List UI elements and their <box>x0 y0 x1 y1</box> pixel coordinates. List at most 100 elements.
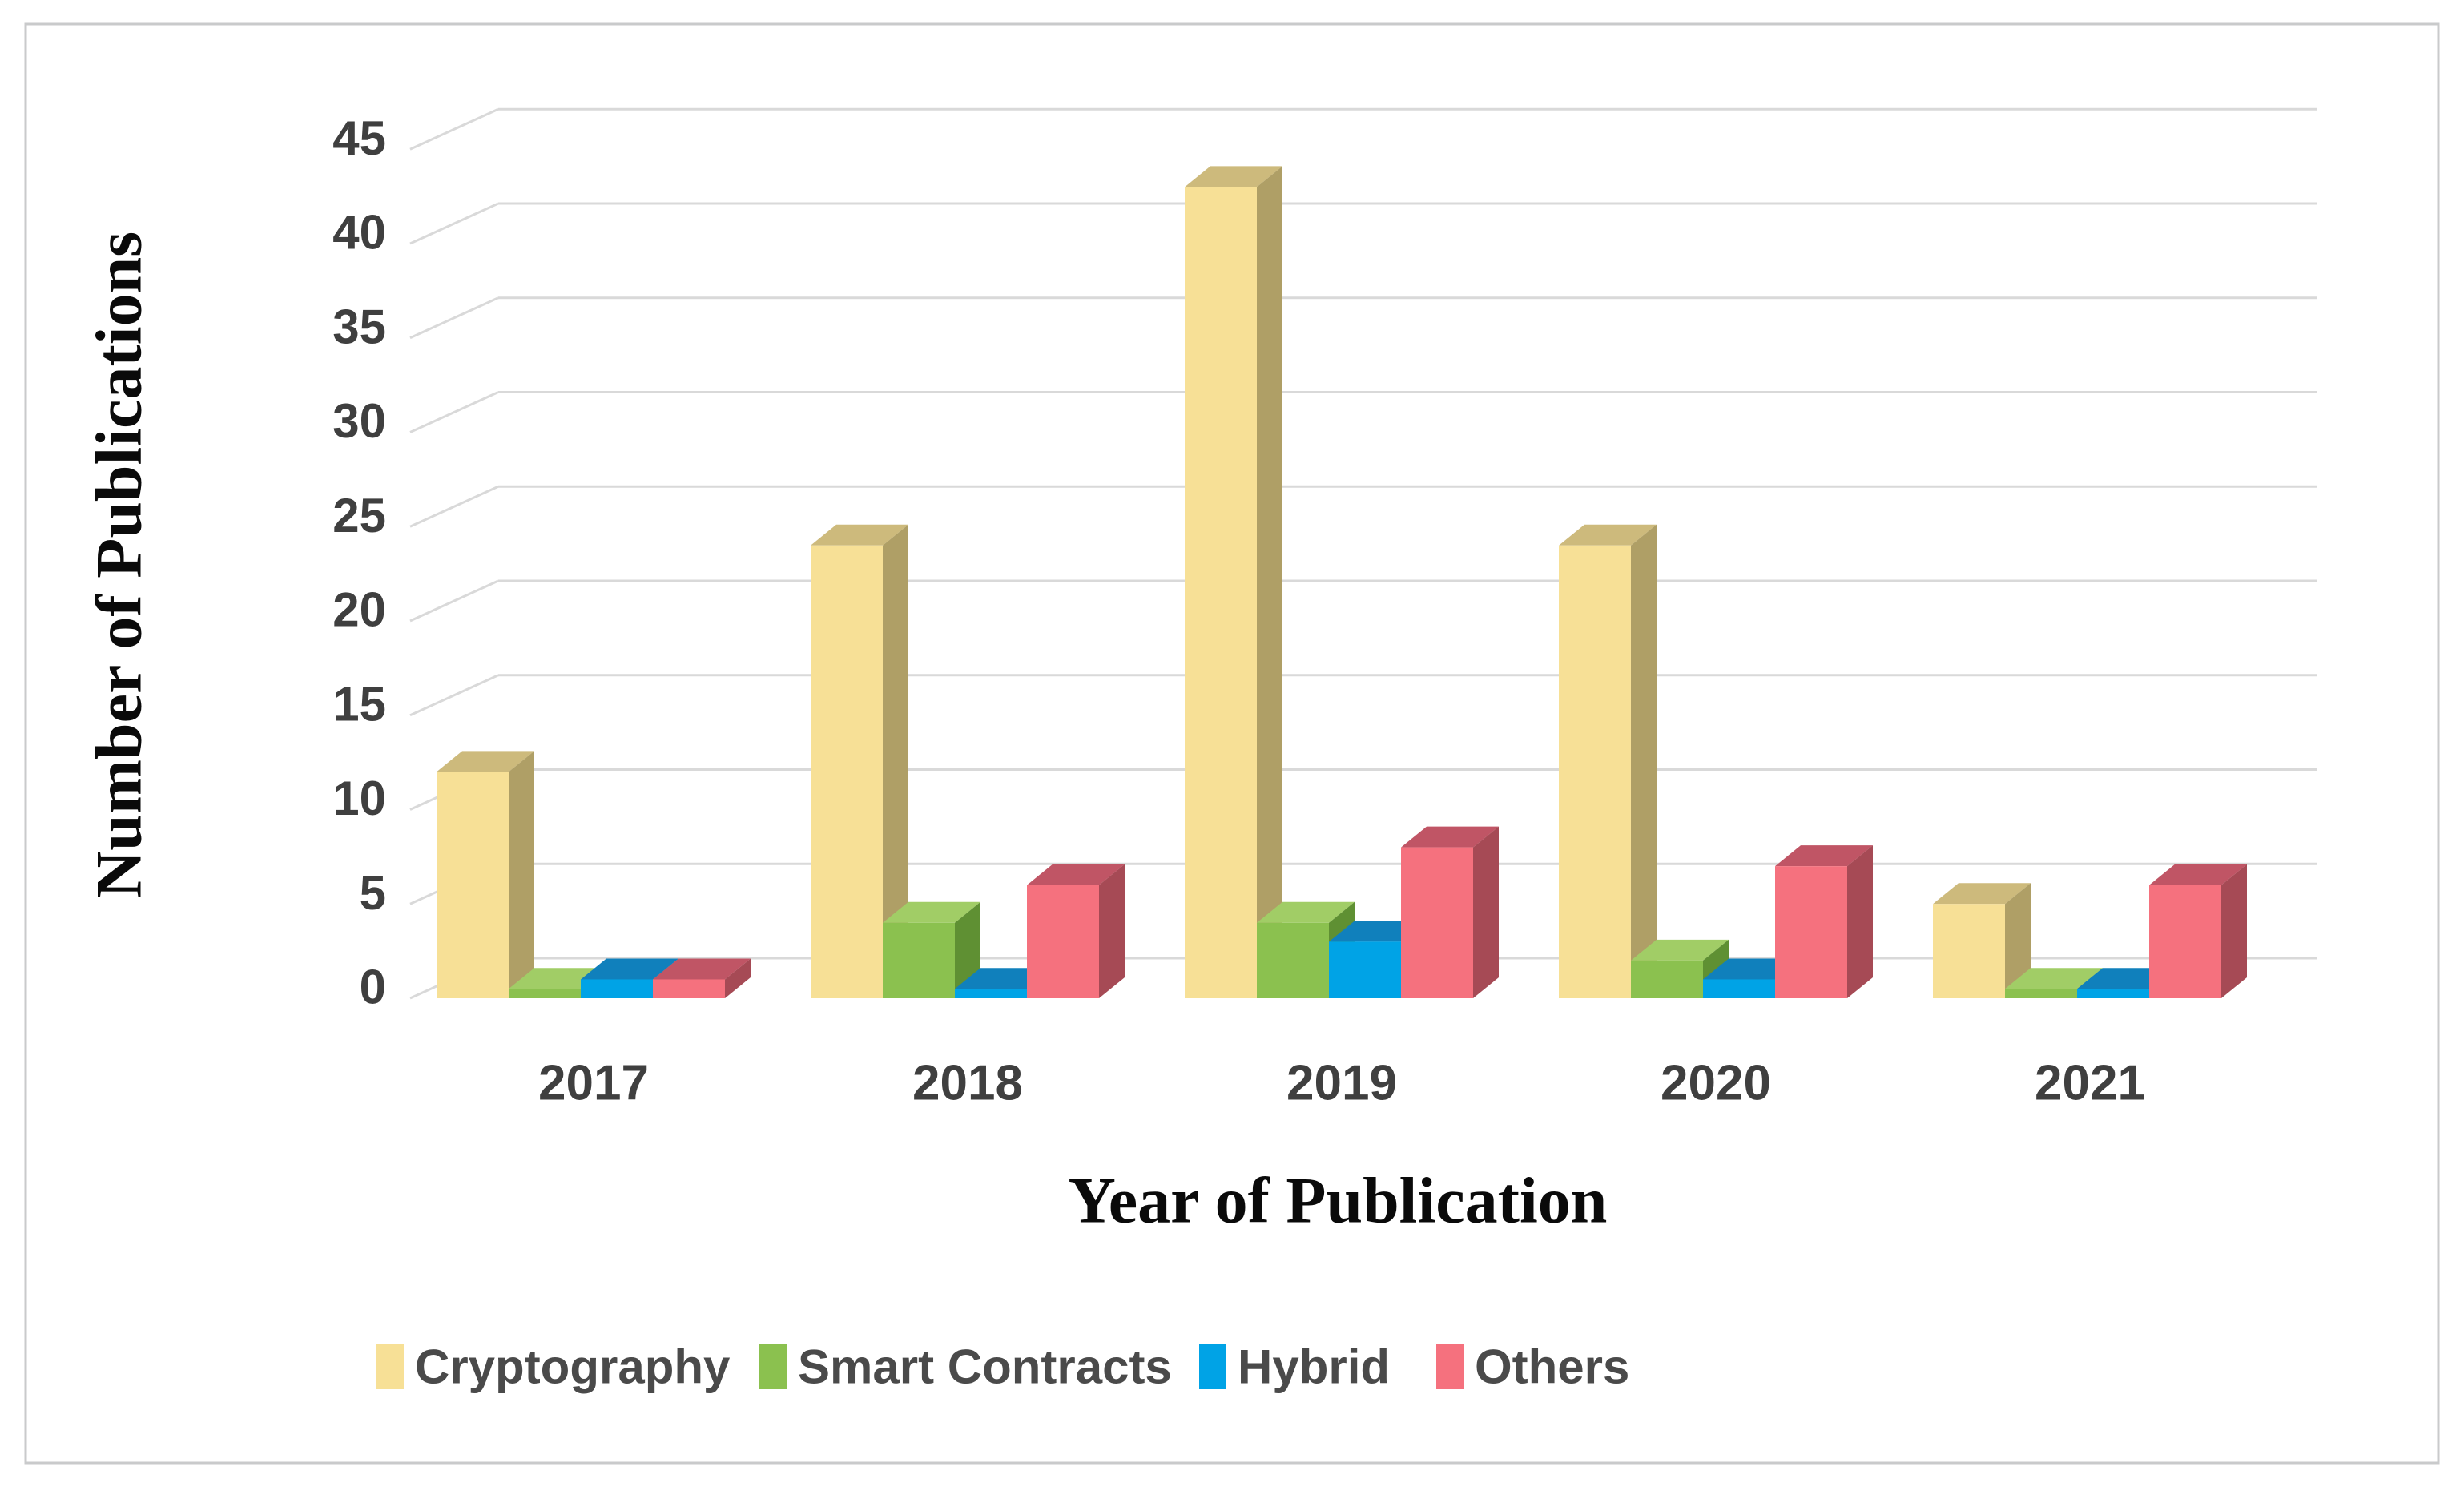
bar-cryptography-2021 <box>1933 883 2031 998</box>
legend-marker <box>376 1344 404 1389</box>
bar-front-face <box>581 979 653 998</box>
y-tick-label: 25 <box>332 489 386 542</box>
bar-front-face <box>1401 847 1473 998</box>
x-axis-category-labels: 2017 2018 2019 2020 2021 <box>538 1056 2145 1111</box>
legend-label: Cryptography <box>415 1340 731 1394</box>
gridline-diagonal <box>409 391 499 433</box>
bar-side-face <box>1257 166 1282 999</box>
gridline-diagonal <box>409 107 499 151</box>
bar-top-face <box>883 901 980 923</box>
legend: Cryptography Smart Contracts Hybrid Others <box>376 1340 1629 1394</box>
bar-front-face <box>2149 885 2221 998</box>
legend-label: Hybrid <box>1238 1340 1390 1394</box>
gridline-diagonal <box>409 579 499 623</box>
y-tick-label: 0 <box>360 961 386 1014</box>
bar-front-face <box>955 989 1027 998</box>
bar-top-face <box>1027 864 1125 885</box>
gridline-diagonal <box>409 296 499 340</box>
bar-side-face <box>725 958 751 998</box>
y-axis-tick-labels: 0 5 10 15 20 25 30 35 40 45 <box>332 111 386 1014</box>
bar-front-face <box>1185 187 1257 999</box>
legend-label: Others <box>1475 1340 1629 1394</box>
bar-side-face <box>1631 524 1657 998</box>
bar-front-face <box>811 545 883 998</box>
bar-front-face <box>1703 979 1775 998</box>
bar-side-face <box>883 524 908 998</box>
legend-item-cryptography: Cryptography <box>376 1340 731 1394</box>
bar-front-face <box>437 772 509 998</box>
y-tick-label: 30 <box>332 394 386 448</box>
bar-top-face <box>653 958 751 980</box>
bar-top-face <box>437 751 534 772</box>
bar-smart-contracts-2018 <box>883 901 980 998</box>
bar-top-face <box>1185 166 1282 187</box>
bar-side-face <box>1473 826 1499 998</box>
legend-item-hybrid: Hybrid <box>1199 1340 1390 1394</box>
y-tick-label: 40 <box>332 206 386 260</box>
bar-front-face <box>2077 989 2149 998</box>
y-tick-label: 10 <box>332 772 386 825</box>
bar-side-face <box>1847 845 1873 998</box>
bar-cryptography-2019 <box>1185 166 1282 999</box>
bar-cryptography-2017 <box>437 751 534 998</box>
legend-label: Smart Contracts <box>798 1340 1172 1394</box>
figure-border <box>24 22 2440 1465</box>
bar-others-2019 <box>1401 826 1499 998</box>
bar-cryptography-2020 <box>1559 524 1657 998</box>
bar-side-face <box>2221 864 2247 998</box>
bar-front-face <box>1559 545 1631 998</box>
y-tick-label: 35 <box>332 300 386 353</box>
bar-front-face <box>1775 866 1847 998</box>
legend-marker <box>1436 1344 1464 1389</box>
bar-side-face <box>1099 864 1125 998</box>
bar-front-face <box>2005 989 2077 998</box>
legend-item-others: Others <box>1436 1340 1629 1394</box>
bar-top-face <box>1257 901 1355 923</box>
bar-front-face <box>1933 904 2005 998</box>
bar-others-2017 <box>653 958 751 998</box>
x-category-label-2019: 2019 <box>1286 1056 1397 1111</box>
bar-top-face <box>811 524 908 546</box>
x-category-label-2020: 2020 <box>1661 1056 1771 1111</box>
bar-top-face <box>1559 524 1657 546</box>
bar-front-face <box>1257 922 1329 998</box>
bar-front-face <box>653 979 725 998</box>
y-tick-label: 45 <box>332 111 386 165</box>
gridline-diagonal <box>409 485 499 528</box>
bar-top-face <box>2149 864 2247 885</box>
bar-front-face <box>1027 885 1099 998</box>
x-category-label-2018: 2018 <box>912 1056 1023 1111</box>
legend-marker <box>759 1344 787 1389</box>
bar-top-face <box>2005 968 2103 989</box>
bar-side-face <box>2005 883 2031 998</box>
legend-marker <box>1199 1344 1226 1389</box>
gridline-diagonal <box>409 202 499 245</box>
bar-top-face <box>1933 883 2031 905</box>
bar-top-face <box>581 958 678 980</box>
gridlines <box>409 107 2317 1000</box>
x-axis-title: Year of Publication <box>1069 1164 1608 1237</box>
bar-front-face <box>1329 941 1401 998</box>
y-tick-label: 20 <box>332 583 386 637</box>
bar-front-face <box>509 989 581 998</box>
bar-top-face <box>1631 939 1729 961</box>
bar-side-face <box>509 751 534 998</box>
bar-top-face <box>1775 845 1873 867</box>
bars <box>437 166 2247 999</box>
bar-top-face <box>1401 826 1499 848</box>
x-category-label-2017: 2017 <box>538 1056 649 1111</box>
bar-others-2018 <box>1027 864 1125 998</box>
x-category-label-2021: 2021 <box>2035 1056 2145 1111</box>
bar-others-2020 <box>1775 845 1873 998</box>
bar-others-2021 <box>2149 864 2247 998</box>
bar-front-face <box>1631 960 1703 998</box>
y-tick-label: 15 <box>332 677 386 731</box>
y-axis-title: Number of Publications <box>83 232 155 898</box>
gridline-diagonal <box>409 674 499 717</box>
bar-front-face <box>883 922 955 998</box>
bar-cryptography-2018 <box>811 524 908 998</box>
legend-item-smart-contracts: Smart Contracts <box>759 1340 1172 1394</box>
y-tick-label: 5 <box>360 866 386 920</box>
